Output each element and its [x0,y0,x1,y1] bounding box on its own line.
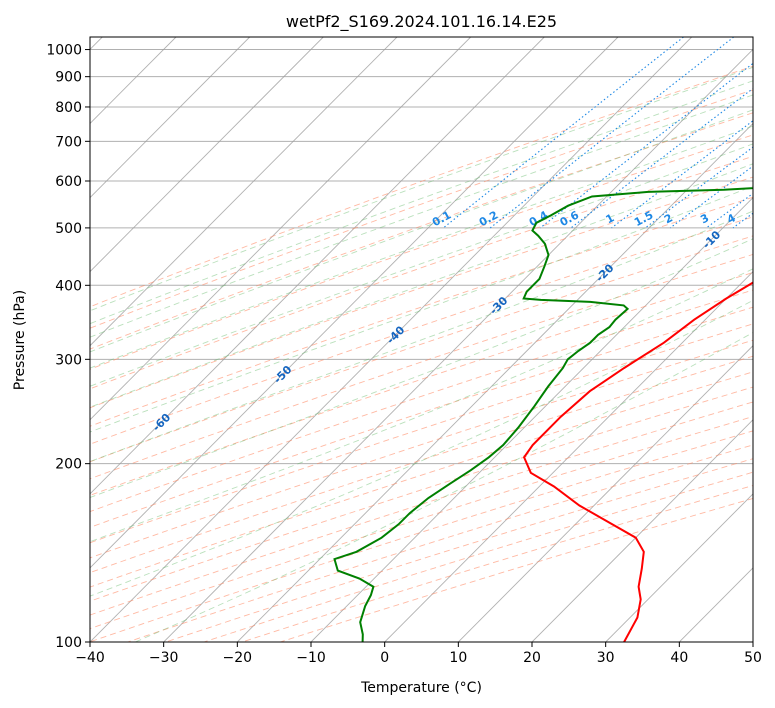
y-axis-label: Pressure (hPa) [12,290,28,390]
y-tick-label: 200 [55,457,82,473]
moist-adiabat-line [90,94,753,338]
isotherm-line [384,270,753,642]
mixing-ratio-line [570,87,753,229]
y-tick-label: 1000 [46,43,82,59]
moist-adiabat-line [90,80,753,325]
isotherm-label: -70 [22,465,45,488]
mixing-ratio-label: 1 [604,211,617,226]
mixing-ratio-label: 6 [764,211,775,226]
isotherm-line [90,37,398,347]
moist-adiabat-line [90,185,753,433]
x-tick-label: 10 [449,650,467,666]
isotherm-line [90,37,545,495]
isotherm-label: -50 [271,363,294,386]
isotherm-label: -60 [150,411,173,434]
x-tick-label: 50 [744,650,762,666]
moist-adiabat-line [90,109,753,353]
mixing-ratio-line [443,37,684,229]
isotherm-line [236,122,753,642]
isotherm-line [90,37,472,421]
isotherm-line [531,419,753,642]
plot-frame [89,36,754,643]
isotherm-line [90,37,693,642]
y-tick-label: 400 [55,278,82,294]
isotherm-line [752,641,753,642]
x-tick-label: −30 [149,650,179,666]
y-tick-label: 600 [55,174,82,190]
mixing-ratio-label: 0.2 [477,208,500,229]
mixing-ratio-line [611,120,753,229]
isotherm-line [90,37,251,199]
moist-adiabat-line [90,210,753,463]
mixing-ratio-line [645,146,753,229]
isotherm-line [605,493,753,642]
x-tick-label: 30 [597,650,615,666]
dry-adiabat-line [90,176,753,409]
chart-title: wetPf2_S169.2024.101.16.14.E25 [286,12,557,32]
y-tick-label: 300 [55,352,82,368]
dry-adiabat-line [90,253,753,480]
mixing-ratio-line [489,37,735,229]
dry-adiabat-line [127,444,753,642]
dry-adiabat-line [90,386,753,602]
isotherm-label: -40 [384,323,407,346]
mixing-ratio-label: 1.5 [632,208,655,229]
moist-adiabat-line [90,66,753,312]
x-axis-label: Temperature (°C) [360,680,482,696]
dry-adiabat-line [165,458,753,642]
dry-adiabat-line [90,272,753,496]
isotherm-label: -20 [593,261,616,284]
dry-adiabat-line [90,196,753,427]
mixing-ratio-line [732,212,753,229]
y-tick-label: 100 [55,635,82,651]
mixing-ratio-line [669,165,753,229]
isotherm-line [90,37,619,569]
isotherm-line [457,345,753,642]
y-tick-label: 700 [55,134,82,150]
x-tick-label: −20 [223,650,253,666]
mixing-ratio-label: 0.1 [430,208,453,229]
mixing-ratio-label: 3 [698,211,711,226]
x-tick-label: 20 [523,650,541,666]
x-tick-label: −40 [75,650,105,666]
mixing-ratio-line [539,62,753,229]
dry-adiabat-line [90,65,753,308]
y-tick-label: 500 [55,221,82,237]
moist-adiabat-line [90,143,753,387]
x-tick-label: −10 [296,650,326,666]
moist-adiabat-line [135,332,753,642]
y-tick-label: 900 [55,70,82,86]
dry-adiabat-line [90,306,753,528]
x-tick-label: 40 [670,650,688,666]
isotherm-line [163,48,753,642]
moist-adiabat-line [90,299,753,597]
dry-adiabat-line [90,323,753,544]
y-tick-label: 800 [55,100,82,116]
dry-adiabat-line [90,355,753,574]
temperature-profile-line [522,281,753,642]
isotherm-line [90,37,324,273]
x-tick-label: 0 [380,650,389,666]
dry-adiabat-line [241,484,753,642]
dry-adiabat-line [203,471,753,642]
mixing-ratio-label: 2 [662,211,675,226]
moist-adiabat-line [90,125,753,369]
isotherm-line [310,196,753,642]
mixing-ratio-label: 0.4 [527,208,551,229]
dry-adiabat-line [90,216,753,445]
dewpoint-profile-line [333,187,753,642]
mixing-ratio-line [706,192,753,229]
isotherm-line [678,567,753,642]
